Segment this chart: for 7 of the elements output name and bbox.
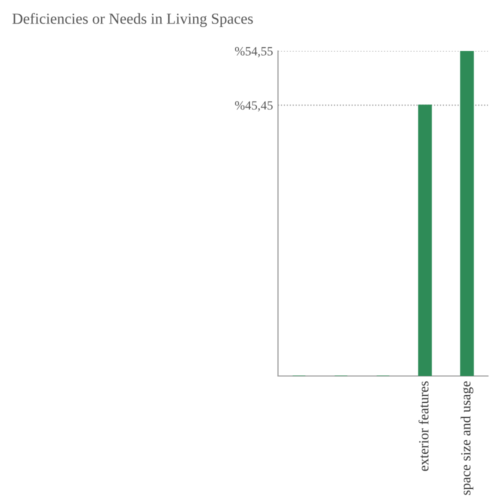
x-tick-label: exterior features — [418, 381, 428, 471]
text: Deficiencies or Needs in Living Spaces — [12, 12, 253, 28]
bar — [418, 104, 432, 376]
y-tick-label: %45,45 — [235, 101, 273, 112]
x-tick-label: space size and usage — [460, 381, 474, 495]
y-tick-label: %54,55 — [235, 47, 273, 58]
bar — [460, 51, 474, 376]
